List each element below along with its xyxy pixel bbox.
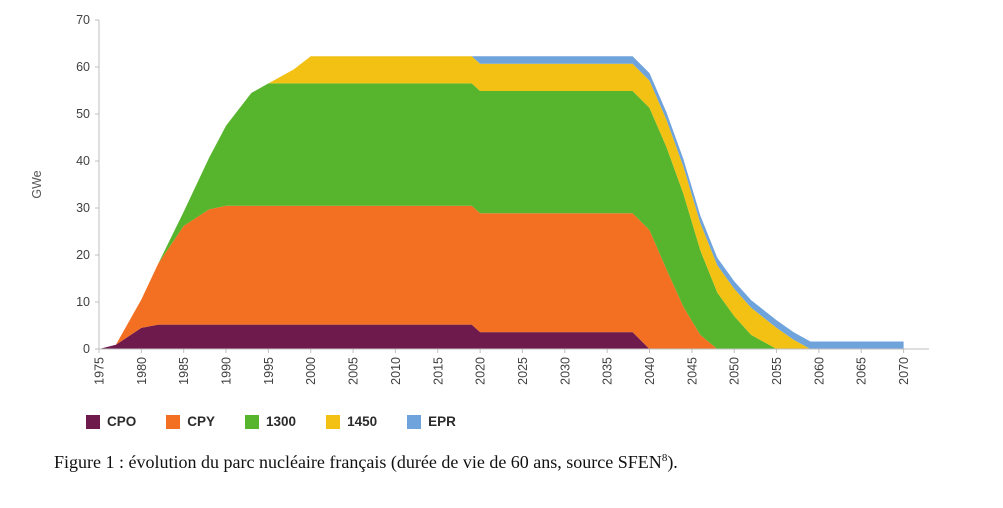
svg-text:1975: 1975 [93, 357, 107, 385]
svg-text:2070: 2070 [897, 357, 911, 385]
caption-superscript: 8 [661, 452, 668, 464]
legend-item-epr: EPR [407, 414, 456, 429]
legend-item-cpy: CPY [166, 414, 215, 429]
svg-text:2000: 2000 [304, 357, 318, 385]
svg-text:1985: 1985 [177, 357, 191, 385]
svg-text:40: 40 [76, 154, 90, 168]
legend-item-1450: 1450 [326, 414, 377, 429]
legend-label-1300: 1300 [266, 414, 297, 429]
legend-label-cpo: CPO [107, 414, 137, 429]
legend-swatch-epr [407, 414, 422, 429]
svg-text:1995: 1995 [262, 357, 276, 385]
legend-item-1300: 1300 [245, 414, 296, 429]
svg-text:2025: 2025 [516, 357, 530, 385]
legend-swatch-cpy [166, 414, 181, 429]
svg-text:1990: 1990 [220, 357, 234, 385]
svg-text:2015: 2015 [431, 357, 445, 385]
svg-text:10: 10 [76, 295, 90, 309]
legend-label-cpy: CPY [187, 414, 216, 429]
figure-caption: Figure 1 : évolution du parc nucléaire f… [54, 452, 678, 473]
caption-suffix: ). [667, 452, 678, 472]
svg-text:1980: 1980 [135, 357, 149, 385]
svg-text:2060: 2060 [812, 357, 826, 385]
legend-swatch-1450 [326, 414, 341, 429]
chart-legend: CPO CPY 1300 1450 EPR [86, 414, 456, 429]
svg-text:20: 20 [76, 248, 90, 262]
svg-text:50: 50 [76, 107, 90, 121]
legend-label-1450: 1450 [347, 414, 378, 429]
svg-text:GWe: GWe [30, 170, 44, 198]
svg-text:2045: 2045 [685, 357, 699, 385]
legend-swatch-1300 [245, 414, 260, 429]
svg-text:2020: 2020 [474, 357, 488, 385]
legend-label-epr: EPR [428, 414, 456, 429]
svg-text:30: 30 [76, 201, 90, 215]
chart-area: 0 10 20 30 40 50 60 70 1975 1980 1985 1990 1995 2000 2… [24, 6, 954, 404]
svg-text:2055: 2055 [770, 357, 784, 385]
svg-text:2050: 2050 [728, 357, 742, 385]
svg-text:2010: 2010 [389, 357, 403, 385]
caption-text: Figure 1 : évolution du parc nucléaire f… [54, 452, 662, 472]
svg-text:0: 0 [83, 342, 90, 356]
legend-swatch-cpo [86, 414, 100, 429]
legend-item-cpo: CPO [86, 414, 136, 429]
svg-text:70: 70 [76, 13, 90, 27]
svg-text:2030: 2030 [558, 357, 572, 385]
svg-text:2005: 2005 [347, 357, 361, 385]
svg-text:2065: 2065 [855, 357, 869, 385]
svg-text:2040: 2040 [643, 357, 657, 385]
svg-text:2035: 2035 [601, 357, 615, 385]
svg-text:60: 60 [76, 60, 90, 74]
